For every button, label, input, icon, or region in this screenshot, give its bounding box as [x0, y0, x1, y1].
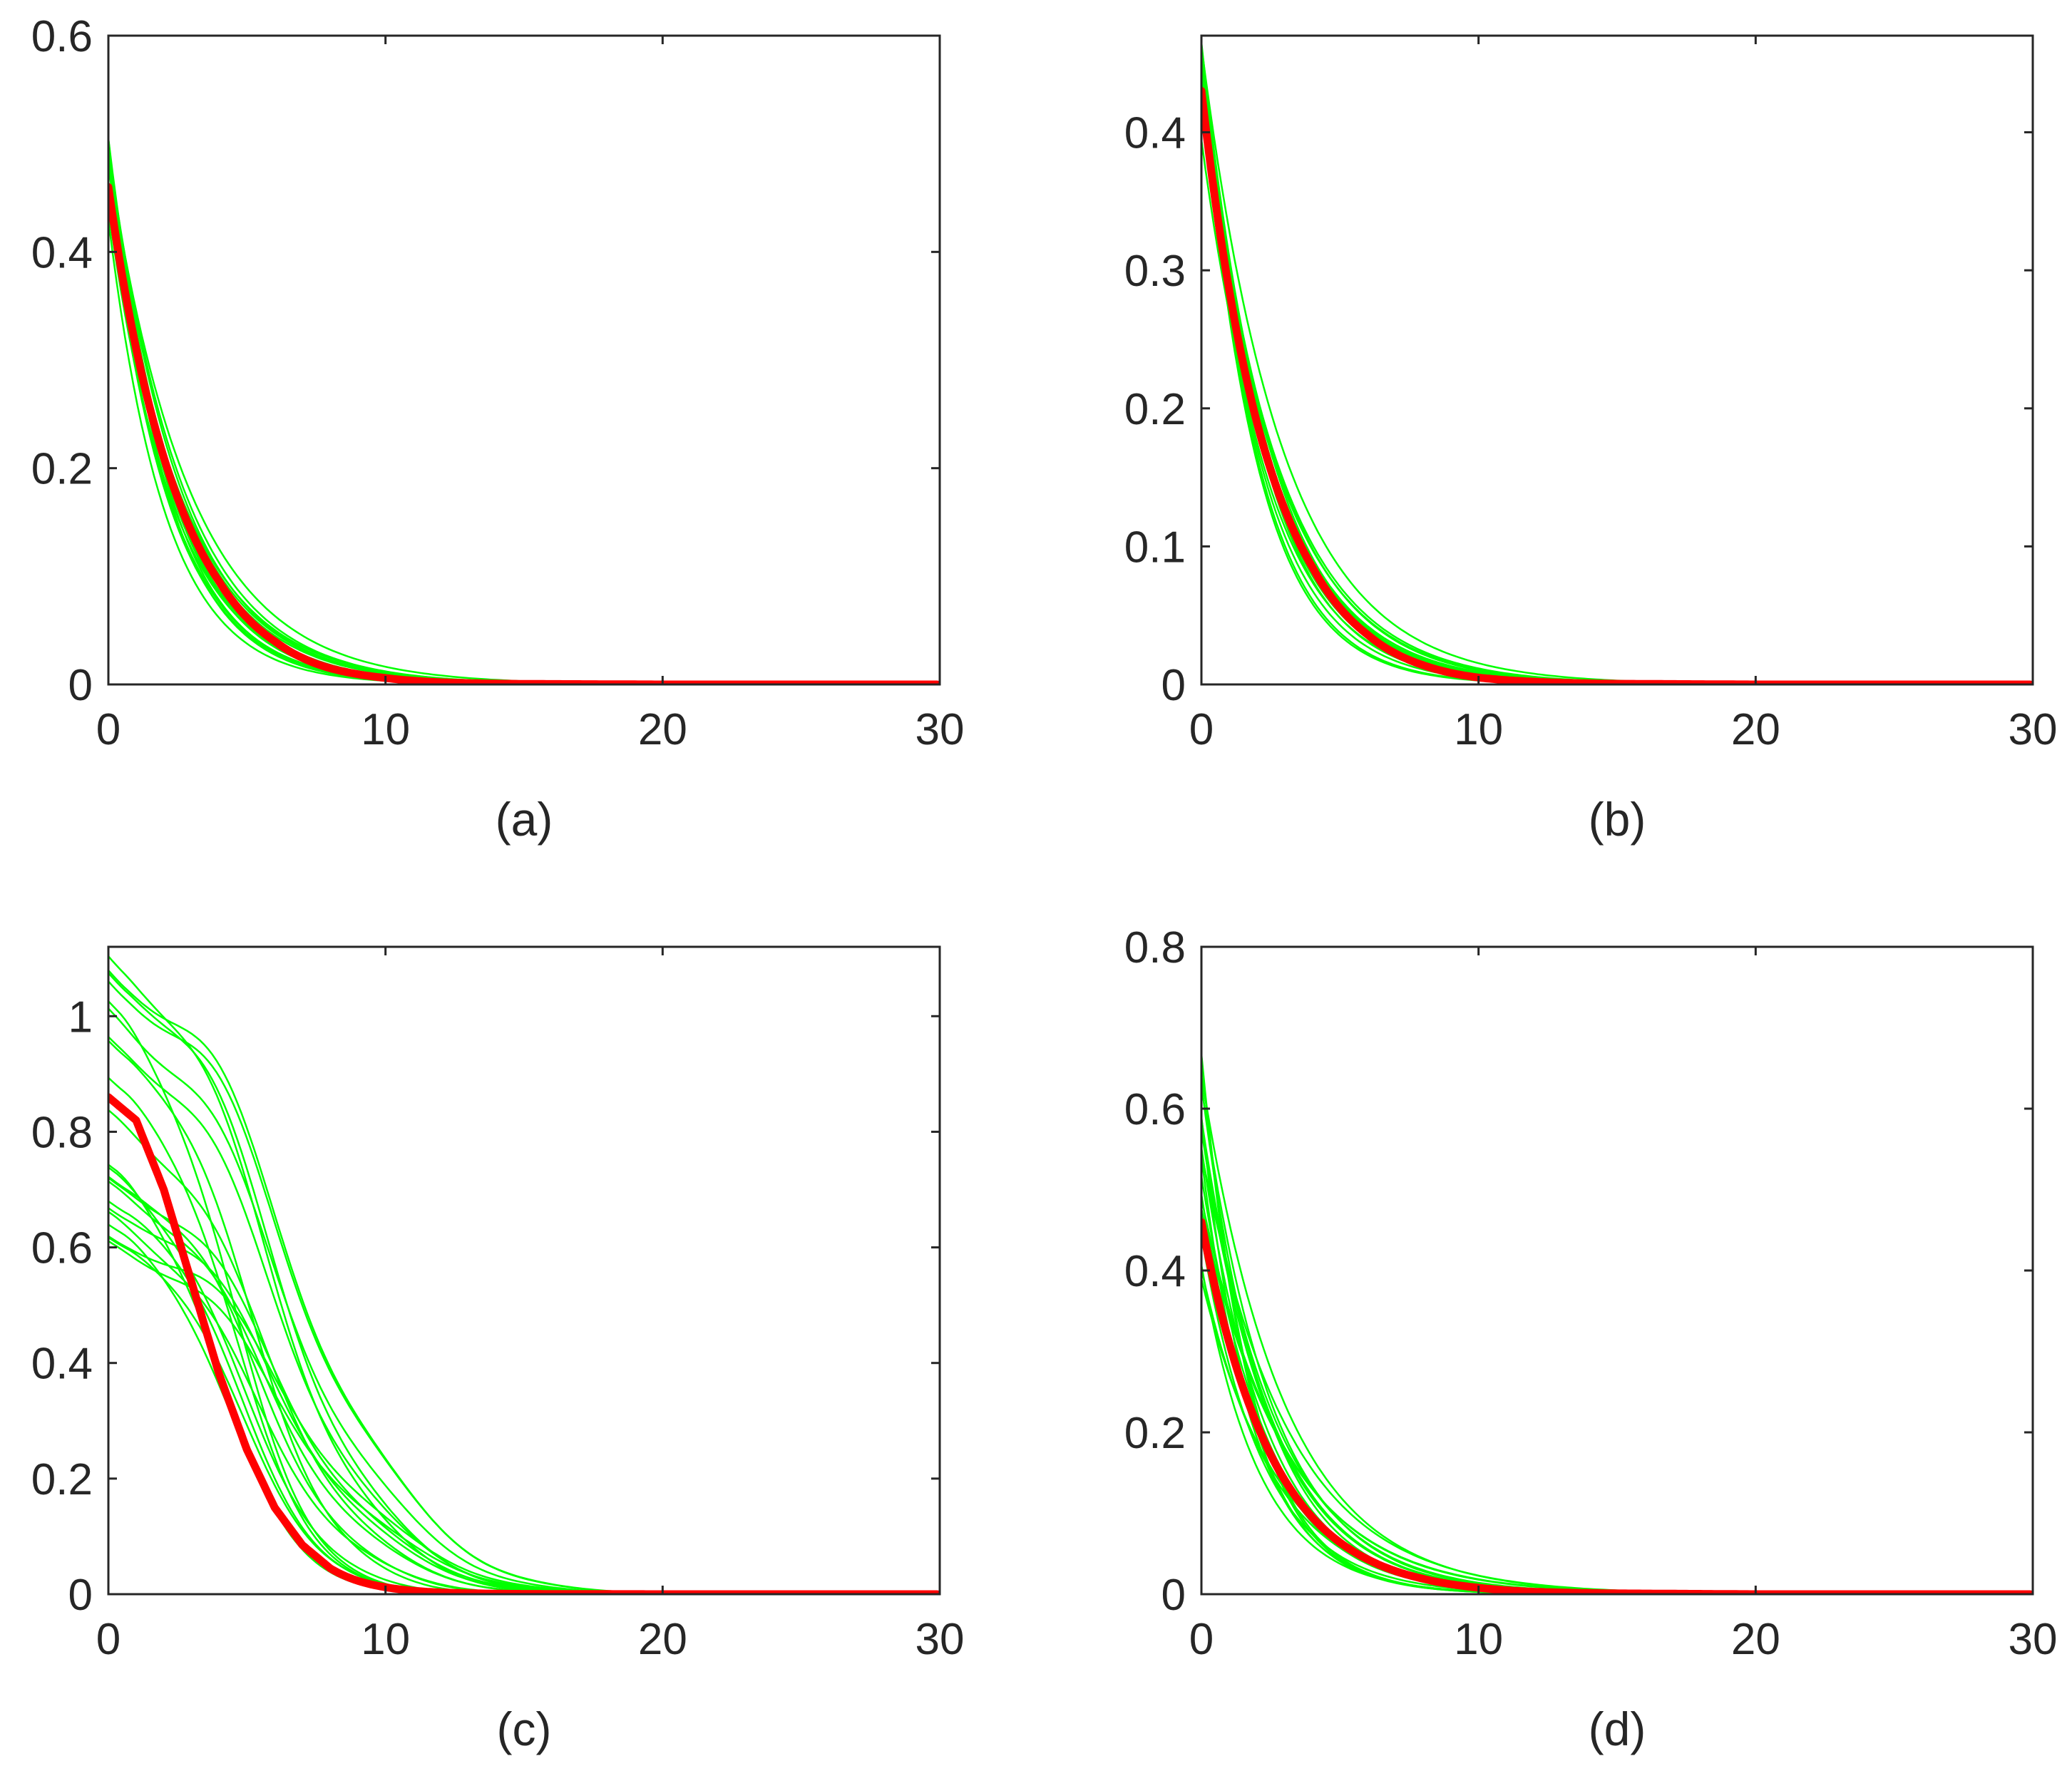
sample-curve: [108, 955, 940, 1594]
x-tick-label: 0: [96, 705, 120, 754]
sample-curve: [1201, 109, 2033, 684]
sample-curve: [1201, 1118, 2033, 1594]
sample-curve: [108, 1207, 940, 1594]
x-tick-label: 20: [1731, 1615, 1780, 1664]
sample-curve: [108, 980, 940, 1594]
y-tick-label: 0.6: [31, 1224, 93, 1273]
y-tick-label: 0.4: [1124, 1247, 1186, 1296]
sample-curve: [108, 1235, 940, 1594]
sample-curve: [1201, 1116, 2033, 1594]
sample-curve: [1201, 109, 2033, 684]
y-tick-label: 0.2: [31, 445, 93, 494]
axes-frame: [107, 945, 941, 1596]
sample-curves: [108, 955, 940, 1594]
y-tick-label: 0.2: [31, 1455, 93, 1504]
y-tick-label: 0: [68, 661, 93, 710]
x-tick-label: 30: [916, 1615, 965, 1664]
axes-frame: [1200, 945, 2034, 1596]
x-tick-label: 0: [1189, 1615, 1214, 1664]
y-tick-label: 0.2: [1124, 385, 1186, 434]
panel-caption: (b): [1589, 793, 1646, 846]
sample-curve: [108, 1007, 940, 1594]
y-tick-label: 0: [68, 1571, 93, 1620]
x-tick-label: 10: [361, 1615, 410, 1664]
axes-frame: [107, 34, 941, 686]
y-tick-label: 0.2: [1124, 1409, 1186, 1458]
sample-curves: [1201, 1054, 2033, 1594]
sample-curve: [108, 208, 940, 684]
panel-caption: (a): [496, 793, 553, 846]
x-tick-label: 10: [361, 705, 410, 754]
y-tick-label: 0.8: [31, 1108, 93, 1157]
sample-curve: [1201, 1126, 2033, 1594]
x-tick-label: 10: [1454, 1615, 1503, 1664]
y-tick-label: 0.4: [31, 1340, 93, 1389]
y-tick-label: 0: [1161, 661, 1186, 710]
panel-caption: (c): [497, 1703, 552, 1755]
y-tick-label: 0.6: [1124, 1085, 1186, 1134]
sample-curve: [108, 1200, 940, 1594]
x-tick-label: 30: [2009, 1615, 2058, 1664]
sample-curve: [1201, 1129, 2033, 1594]
sample-curve: [108, 219, 940, 684]
x-tick-label: 0: [96, 1615, 120, 1664]
x-tick-label: 20: [638, 1615, 687, 1664]
y-tick-label: 0.8: [1124, 923, 1186, 972]
sample-curve: [108, 1040, 940, 1594]
panel-c: 0 10 20 30 0 0.2 0.4 0.6 0.8 1 (c): [31, 945, 965, 1755]
panel-a: 0 10 20 30 0 0.2 0.4 0.6 (a): [31, 12, 965, 846]
sample-curve: [108, 1166, 940, 1594]
x-tick-label: 30: [916, 705, 965, 754]
panel-d: 0 10 20 30 0 0.2 0.4 0.6 0.8 (d): [1124, 923, 2058, 1755]
mean-curve: [1201, 86, 2033, 684]
y-tick-label: 0: [1161, 1571, 1186, 1620]
panel-b: 0 10 20 30 0 0.1 0.2 0.3 0.4 (b): [1124, 34, 2058, 846]
y-tick-label: 0.6: [31, 12, 93, 61]
x-tick-label: 20: [638, 705, 687, 754]
y-tick-label: 0.1: [1124, 523, 1186, 572]
sample-curve: [108, 1000, 940, 1594]
sample-curve: [1201, 1264, 2033, 1594]
sample-curve: [108, 1176, 940, 1594]
sample-curve: [108, 1164, 940, 1594]
x-tick-label: 10: [1454, 705, 1503, 754]
sample-curve: [1201, 1084, 2033, 1594]
sample-curve: [108, 1036, 940, 1594]
y-tick-label: 0.4: [1124, 109, 1186, 158]
y-tick-label: 0.4: [31, 228, 93, 277]
y-tick-label: 0.3: [1124, 247, 1186, 296]
mean-curve: [108, 1093, 940, 1594]
panel-caption: (d): [1589, 1703, 1646, 1755]
x-tick-label: 0: [1189, 705, 1214, 754]
sample-curve: [1201, 1235, 2033, 1594]
sample-curve: [108, 1240, 940, 1594]
sample-curve: [1201, 1085, 2033, 1594]
y-tick-label: 1: [68, 992, 93, 1042]
axes-frame: [1200, 34, 2034, 686]
sample-curve: [108, 1180, 940, 1594]
x-tick-label: 20: [1731, 705, 1780, 754]
sample-curve: [108, 1177, 940, 1594]
x-tick-label: 30: [2009, 705, 2058, 754]
